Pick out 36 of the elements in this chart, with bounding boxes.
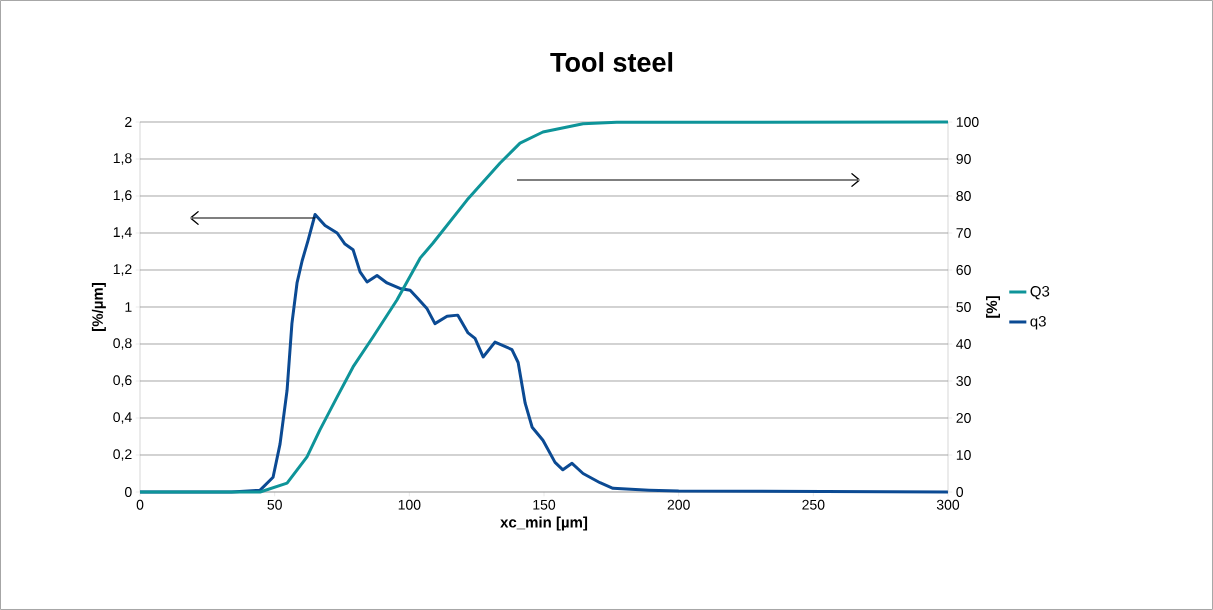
y-tick-label: 0,4 (113, 412, 132, 424)
y2-tick-label: 50 (956, 302, 971, 312)
y2-tick-label: 100 (956, 117, 979, 127)
x-tick-label: 200 (667, 499, 690, 510)
x-tick-label: 100 (398, 499, 421, 510)
y2-tick-label: 40 (956, 339, 971, 349)
y2-tick-label: 0 (956, 487, 964, 497)
y-tick-label: 1,4 (113, 227, 132, 239)
y2-tick-label: 20 (956, 413, 971, 423)
y2-tick-label: 70 (956, 228, 971, 238)
y2-tick-label: 30 (956, 376, 971, 386)
line-series (138, 120, 950, 494)
y2-axis-title: [%] (986, 296, 1000, 318)
y2-tick-label: 80 (956, 191, 971, 201)
legend-label: Q3 (1030, 286, 1050, 300)
y-tick-label: 0,6 (113, 375, 132, 387)
y-tick-label: 0,8 (113, 338, 132, 350)
x-tick-label: 300 (936, 499, 960, 510)
x-tick-label: 150 (533, 499, 556, 510)
y-tick-label: 0,2 (113, 449, 132, 461)
x-axis-title: xc_min [µm] (500, 516, 588, 531)
y-tick-label: 1 (125, 302, 132, 312)
y2-tick-label: 60 (956, 265, 971, 275)
chart-title: Tool steel (550, 52, 673, 72)
y-tick-label: 1,8 (113, 153, 132, 165)
legend-label: q3 (1030, 315, 1046, 330)
y-tick-label: 0 (124, 487, 132, 497)
y2-tick-label: 10 (956, 450, 971, 460)
y-tick-label: 1,6 (113, 190, 132, 202)
y-tick-label: 1,2 (113, 264, 132, 276)
y-tick-label: 2 (125, 117, 132, 127)
x-tick-label: 50 (267, 499, 282, 510)
y2-tick-label: 90 (956, 154, 971, 164)
y-axis-title: [%/µm] (91, 283, 106, 331)
x-tick-label: 250 (802, 499, 825, 510)
x-tick-label: 0 (136, 499, 144, 510)
